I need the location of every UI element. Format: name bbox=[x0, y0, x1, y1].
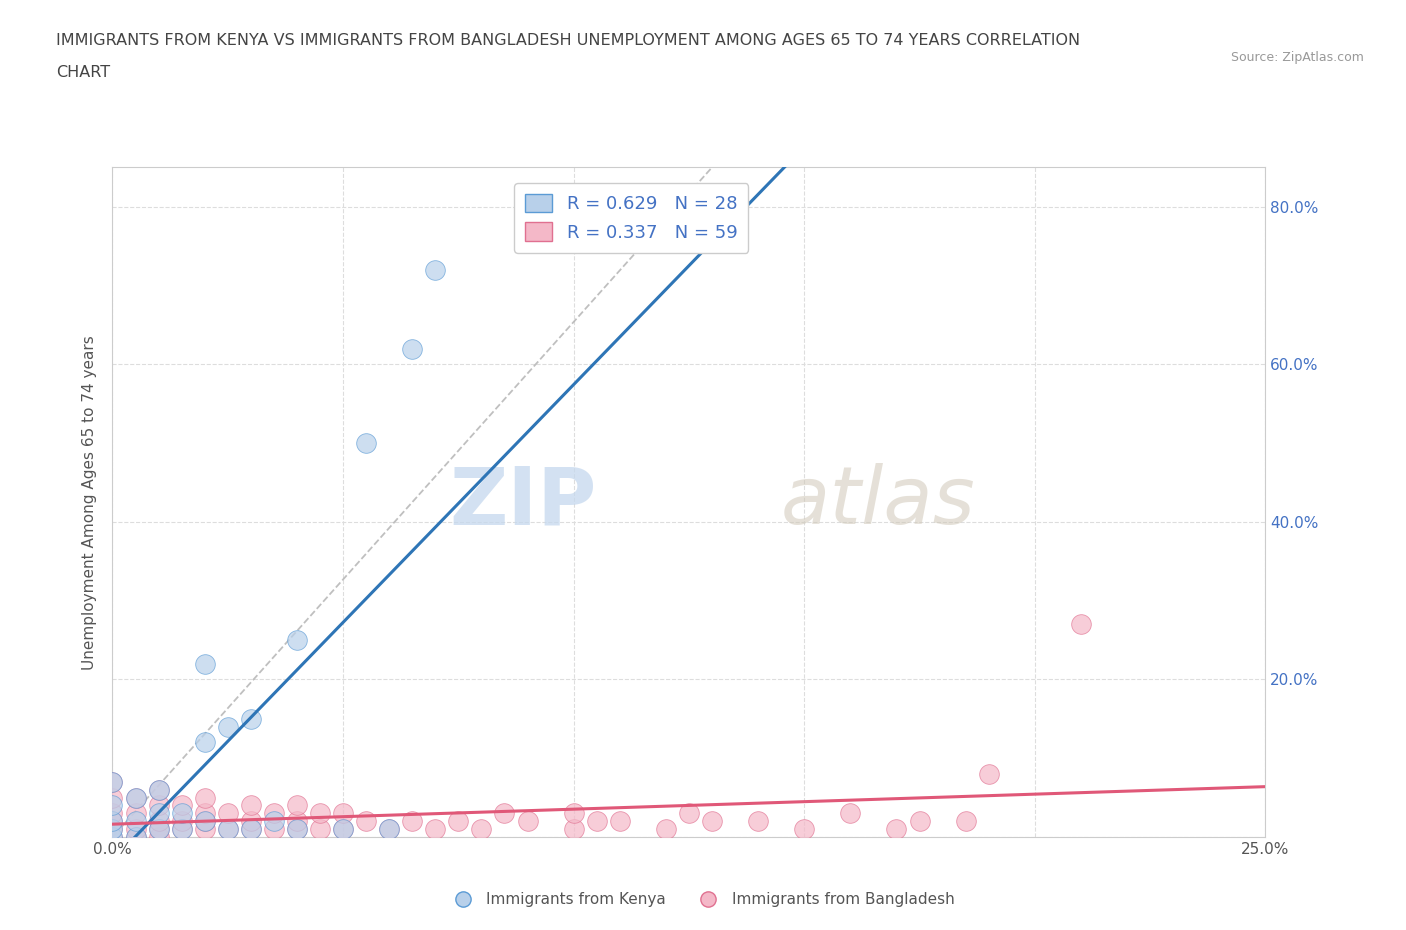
Point bbox=[217, 822, 239, 837]
Legend: Immigrants from Kenya, Immigrants from Bangladesh: Immigrants from Kenya, Immigrants from B… bbox=[446, 886, 960, 913]
Point bbox=[124, 814, 146, 829]
Point bbox=[170, 822, 193, 837]
Point bbox=[494, 806, 516, 821]
Point bbox=[378, 822, 401, 837]
Point bbox=[101, 822, 124, 837]
Point bbox=[285, 798, 308, 813]
Point bbox=[148, 822, 170, 837]
Point bbox=[332, 806, 354, 821]
Point bbox=[332, 822, 354, 837]
Point bbox=[194, 822, 217, 837]
Point bbox=[793, 822, 815, 837]
Point bbox=[447, 814, 470, 829]
Point bbox=[124, 822, 146, 837]
Point bbox=[285, 822, 308, 837]
Point bbox=[148, 798, 170, 813]
Point bbox=[678, 806, 700, 821]
Point bbox=[562, 822, 585, 837]
Point bbox=[170, 798, 193, 813]
Point bbox=[401, 341, 423, 356]
Point bbox=[217, 719, 239, 734]
Point bbox=[886, 822, 908, 837]
Point bbox=[124, 830, 146, 844]
Point bbox=[425, 822, 447, 837]
Point bbox=[101, 830, 124, 844]
Point bbox=[401, 814, 423, 829]
Point bbox=[977, 766, 1000, 781]
Point bbox=[378, 822, 401, 837]
Point bbox=[285, 814, 308, 829]
Point bbox=[148, 782, 170, 797]
Point bbox=[263, 806, 285, 821]
Point bbox=[239, 798, 262, 813]
Text: IMMIGRANTS FROM KENYA VS IMMIGRANTS FROM BANGLADESH UNEMPLOYMENT AMONG AGES 65 T: IMMIGRANTS FROM KENYA VS IMMIGRANTS FROM… bbox=[56, 33, 1080, 47]
Point bbox=[101, 822, 124, 837]
Point bbox=[908, 814, 931, 829]
Point bbox=[239, 822, 262, 837]
Point bbox=[194, 814, 217, 829]
Point bbox=[655, 822, 678, 837]
Text: CHART: CHART bbox=[56, 65, 110, 80]
Point bbox=[700, 814, 723, 829]
Point bbox=[332, 822, 354, 837]
Point bbox=[425, 262, 447, 277]
Point bbox=[101, 814, 124, 829]
Point bbox=[101, 830, 124, 844]
Point bbox=[101, 775, 124, 790]
Point bbox=[148, 830, 170, 844]
Point bbox=[747, 814, 769, 829]
Point bbox=[170, 814, 193, 829]
Point bbox=[194, 657, 217, 671]
Point bbox=[101, 775, 124, 790]
Point bbox=[194, 814, 217, 829]
Legend: R = 0.629   N = 28, R = 0.337   N = 59: R = 0.629 N = 28, R = 0.337 N = 59 bbox=[515, 183, 748, 253]
Point bbox=[239, 822, 262, 837]
Point bbox=[309, 806, 332, 821]
Point bbox=[148, 814, 170, 829]
Point bbox=[124, 790, 146, 805]
Text: atlas: atlas bbox=[782, 463, 976, 541]
Point bbox=[148, 806, 170, 821]
Point bbox=[609, 814, 631, 829]
Point bbox=[263, 814, 285, 829]
Point bbox=[101, 806, 124, 821]
Point bbox=[148, 782, 170, 797]
Text: Source: ZipAtlas.com: Source: ZipAtlas.com bbox=[1230, 51, 1364, 64]
Point bbox=[239, 711, 262, 726]
Point bbox=[285, 632, 308, 647]
Point bbox=[101, 814, 124, 829]
Point bbox=[309, 822, 332, 837]
Point bbox=[955, 814, 977, 829]
Point bbox=[217, 806, 239, 821]
Point bbox=[194, 790, 217, 805]
Point bbox=[516, 814, 538, 829]
Point bbox=[124, 806, 146, 821]
Point bbox=[170, 822, 193, 837]
Point bbox=[285, 822, 308, 837]
Point bbox=[839, 806, 862, 821]
Point bbox=[354, 814, 377, 829]
Point bbox=[585, 814, 607, 829]
Point bbox=[124, 790, 146, 805]
Point bbox=[194, 806, 217, 821]
Point bbox=[124, 830, 146, 844]
Point bbox=[194, 735, 217, 750]
Point bbox=[470, 822, 492, 837]
Point bbox=[239, 814, 262, 829]
Point bbox=[217, 822, 239, 837]
Text: ZIP: ZIP bbox=[450, 463, 596, 541]
Point bbox=[562, 806, 585, 821]
Y-axis label: Unemployment Among Ages 65 to 74 years: Unemployment Among Ages 65 to 74 years bbox=[82, 335, 97, 670]
Point bbox=[170, 806, 193, 821]
Point bbox=[354, 435, 377, 450]
Point bbox=[148, 822, 170, 837]
Point bbox=[101, 790, 124, 805]
Point bbox=[1070, 617, 1092, 631]
Point bbox=[263, 822, 285, 837]
Point bbox=[101, 798, 124, 813]
